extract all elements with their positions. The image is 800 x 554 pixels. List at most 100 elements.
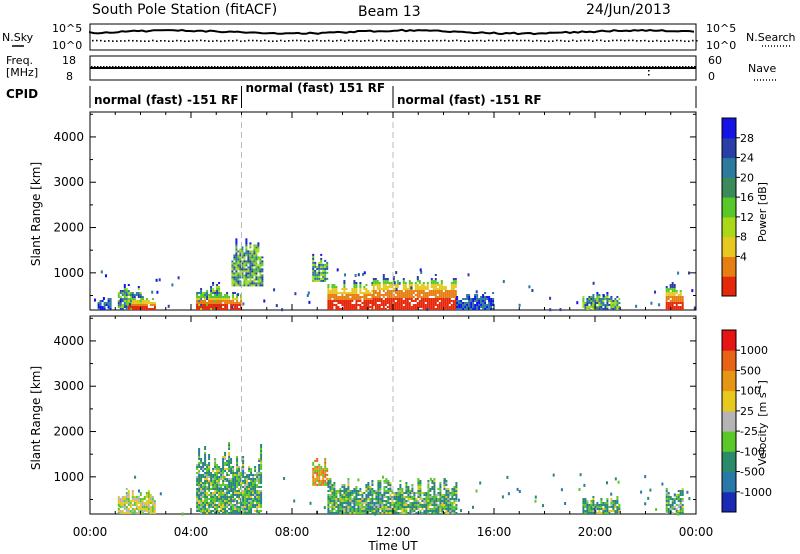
echo-cell [245, 280, 248, 283]
echo-cell [357, 478, 360, 482]
echo-cell [205, 487, 208, 490]
echo-cell [323, 506, 326, 510]
echo-cell [466, 294, 469, 296]
noise-left-tick-top: 10^5 [52, 22, 82, 35]
echo-cell [667, 302, 670, 304]
echo-cell [212, 474, 215, 476]
echo-cell [418, 280, 421, 282]
echo-cell [129, 506, 132, 508]
echo-cell [671, 298, 674, 300]
echo-cell [438, 292, 441, 294]
echo-cell [220, 474, 223, 476]
echo-cell [385, 490, 388, 492]
echo-cell [363, 298, 366, 300]
noise-search-point [464, 40, 466, 42]
echo-cell [255, 262, 258, 265]
echo-cell [204, 304, 207, 306]
noise-search-point [344, 40, 346, 42]
echo-cell [137, 296, 140, 298]
echo-cell [153, 512, 156, 514]
echo-cell [220, 296, 223, 298]
echo-cell [224, 478, 227, 480]
echo-cell [226, 480, 229, 482]
echo-cell [381, 496, 384, 498]
echo-cell [592, 281, 595, 285]
echo-cell [665, 502, 668, 504]
echo-cell [243, 282, 246, 285]
nave-point [334, 66, 336, 68]
echo-cell [258, 502, 261, 504]
x-tick-label: 04:00 [174, 525, 209, 539]
echo-cell [408, 290, 411, 292]
echo-cell [312, 271, 315, 274]
nave-point [373, 66, 375, 68]
nave-point [109, 66, 111, 68]
echo-cell [226, 474, 229, 476]
noise-search-point [636, 40, 638, 42]
echo-cell [123, 284, 126, 286]
echo-cell [371, 294, 374, 296]
y-tick-label: 1000 [53, 266, 84, 280]
echo-cell [383, 494, 386, 496]
echo-cell [437, 506, 440, 508]
echo-cell [347, 296, 350, 298]
noise-search-point [232, 40, 234, 42]
echo-cell [216, 476, 219, 478]
echo-cell [244, 500, 247, 502]
echo-cell [450, 286, 453, 288]
echo-cell [677, 308, 680, 310]
echo-cell [318, 467, 321, 470]
echo-cell [665, 510, 668, 512]
echo-cell [397, 496, 400, 498]
echo-cell [492, 300, 495, 302]
x-tick-label: 00:00 [679, 525, 714, 539]
echo-cell [125, 496, 128, 498]
echo-cell [375, 500, 378, 502]
noise-search-point [552, 40, 554, 42]
echo-cell [259, 256, 262, 259]
echo-cell [261, 260, 264, 263]
echo-cell [222, 472, 225, 474]
echo-cell [327, 298, 330, 300]
echo-cell [139, 492, 142, 494]
echo-cell [359, 488, 362, 490]
echo-cell [429, 502, 432, 504]
echo-cell [441, 512, 444, 514]
echo-cell [234, 484, 237, 486]
echo-cell [425, 506, 428, 508]
echo-cell [439, 490, 442, 492]
echo-cell [151, 510, 154, 512]
echo-cell [250, 486, 253, 488]
echo-cell [375, 506, 378, 508]
noise-search-point [252, 39, 254, 42]
echo-cell [316, 277, 319, 280]
power-colorbar-title: Power [dB] [756, 182, 769, 242]
echo-cell [214, 292, 217, 294]
echo-cell [456, 304, 459, 306]
echo-cell [238, 494, 241, 496]
echo-cell [244, 508, 247, 510]
echo-cell [582, 306, 585, 308]
echo-cell [351, 308, 354, 310]
echo-cell [472, 300, 475, 302]
echo-cell [235, 260, 238, 263]
echo-cell [253, 252, 256, 255]
echo-cell [137, 306, 140, 308]
echo-cell [238, 468, 241, 470]
nave-point [571, 66, 573, 68]
echo-cell [200, 492, 203, 494]
echo-cell [408, 302, 411, 304]
echo-cell [123, 508, 126, 510]
echo-cell [231, 278, 234, 281]
nave-point [577, 66, 579, 68]
nave-point [451, 66, 453, 68]
echo-cell [230, 306, 233, 308]
echo-cell [327, 300, 330, 302]
echo-cell [443, 500, 446, 502]
echo-cell [415, 500, 418, 502]
echo-cell [212, 504, 215, 506]
echo-cell [345, 494, 348, 496]
echo-cell [454, 308, 457, 310]
station-title: South Pole Station (fitACF) [92, 2, 277, 18]
echo-cell [391, 508, 394, 510]
